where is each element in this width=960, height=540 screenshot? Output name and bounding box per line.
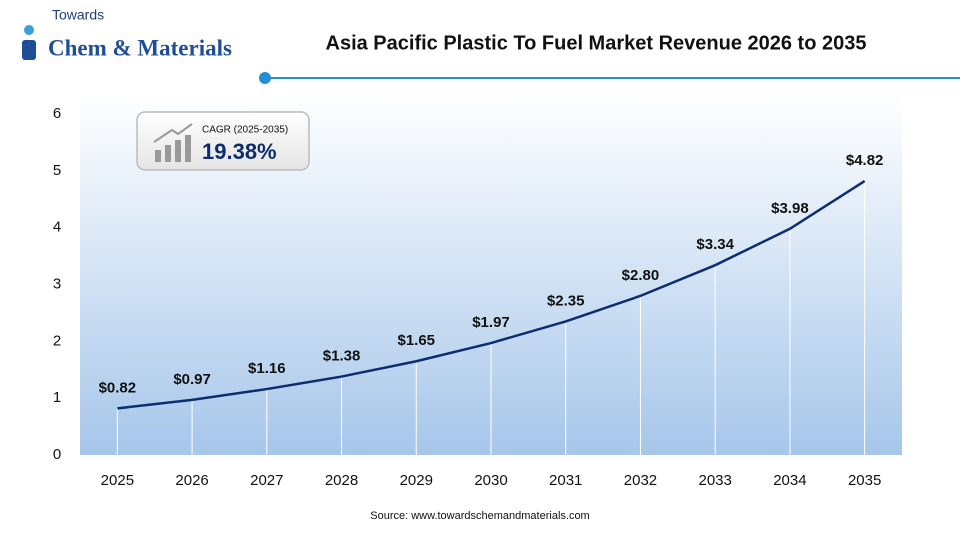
data-label: $1.65 xyxy=(397,332,435,349)
x-tick-label: 2025 xyxy=(101,472,134,489)
logo-text: Chem & Materials xyxy=(48,35,232,60)
header-dot xyxy=(259,72,271,84)
cagr-value: 19.38% xyxy=(202,139,277,164)
x-tick-label: 2028 xyxy=(325,472,358,489)
x-tick-label: 2035 xyxy=(848,472,881,489)
data-label: $1.97 xyxy=(472,314,510,331)
x-tick-label: 2034 xyxy=(773,472,806,489)
y-tick-label: 4 xyxy=(53,219,61,236)
chart-title: Asia Pacific Plastic To Fuel Market Reve… xyxy=(326,32,867,54)
data-label: $2.35 xyxy=(547,292,585,309)
cagr-label: CAGR (2025-2035) xyxy=(202,125,288,136)
data-label: $4.82 xyxy=(846,152,884,169)
cagr-box: CAGR (2025-2035) 19.38% xyxy=(136,111,310,171)
data-label: $3.98 xyxy=(771,200,809,217)
logo: Towards Chem & Materials xyxy=(22,7,232,60)
data-label: $0.97 xyxy=(173,371,211,388)
x-tick-label: 2032 xyxy=(624,472,657,489)
x-tick-label: 2027 xyxy=(250,472,283,489)
data-label: $3.34 xyxy=(696,236,734,253)
data-label: $2.80 xyxy=(622,267,660,284)
x-tick-label: 2029 xyxy=(400,472,433,489)
source-note: Source: www.towardschemandmaterials.com xyxy=(370,510,589,522)
data-label: $1.16 xyxy=(248,360,286,377)
y-tick-label: 5 xyxy=(53,162,61,179)
y-tick-label: 2 xyxy=(53,332,61,349)
x-tick-label: 2031 xyxy=(549,472,582,489)
x-tick-label: 2033 xyxy=(698,472,731,489)
y-tick-label: 3 xyxy=(53,275,61,292)
x-tick-label: 2030 xyxy=(474,472,507,489)
line-series xyxy=(117,180,866,410)
logo-text: Towards xyxy=(52,7,104,23)
data-label: $1.38 xyxy=(323,348,361,365)
y-tick-label: 1 xyxy=(53,389,61,406)
y-tick-label: 0 xyxy=(53,446,61,463)
y-tick-label: 6 xyxy=(53,105,61,122)
data-label: $0.82 xyxy=(99,379,137,396)
x-tick-label: 2026 xyxy=(175,472,208,489)
